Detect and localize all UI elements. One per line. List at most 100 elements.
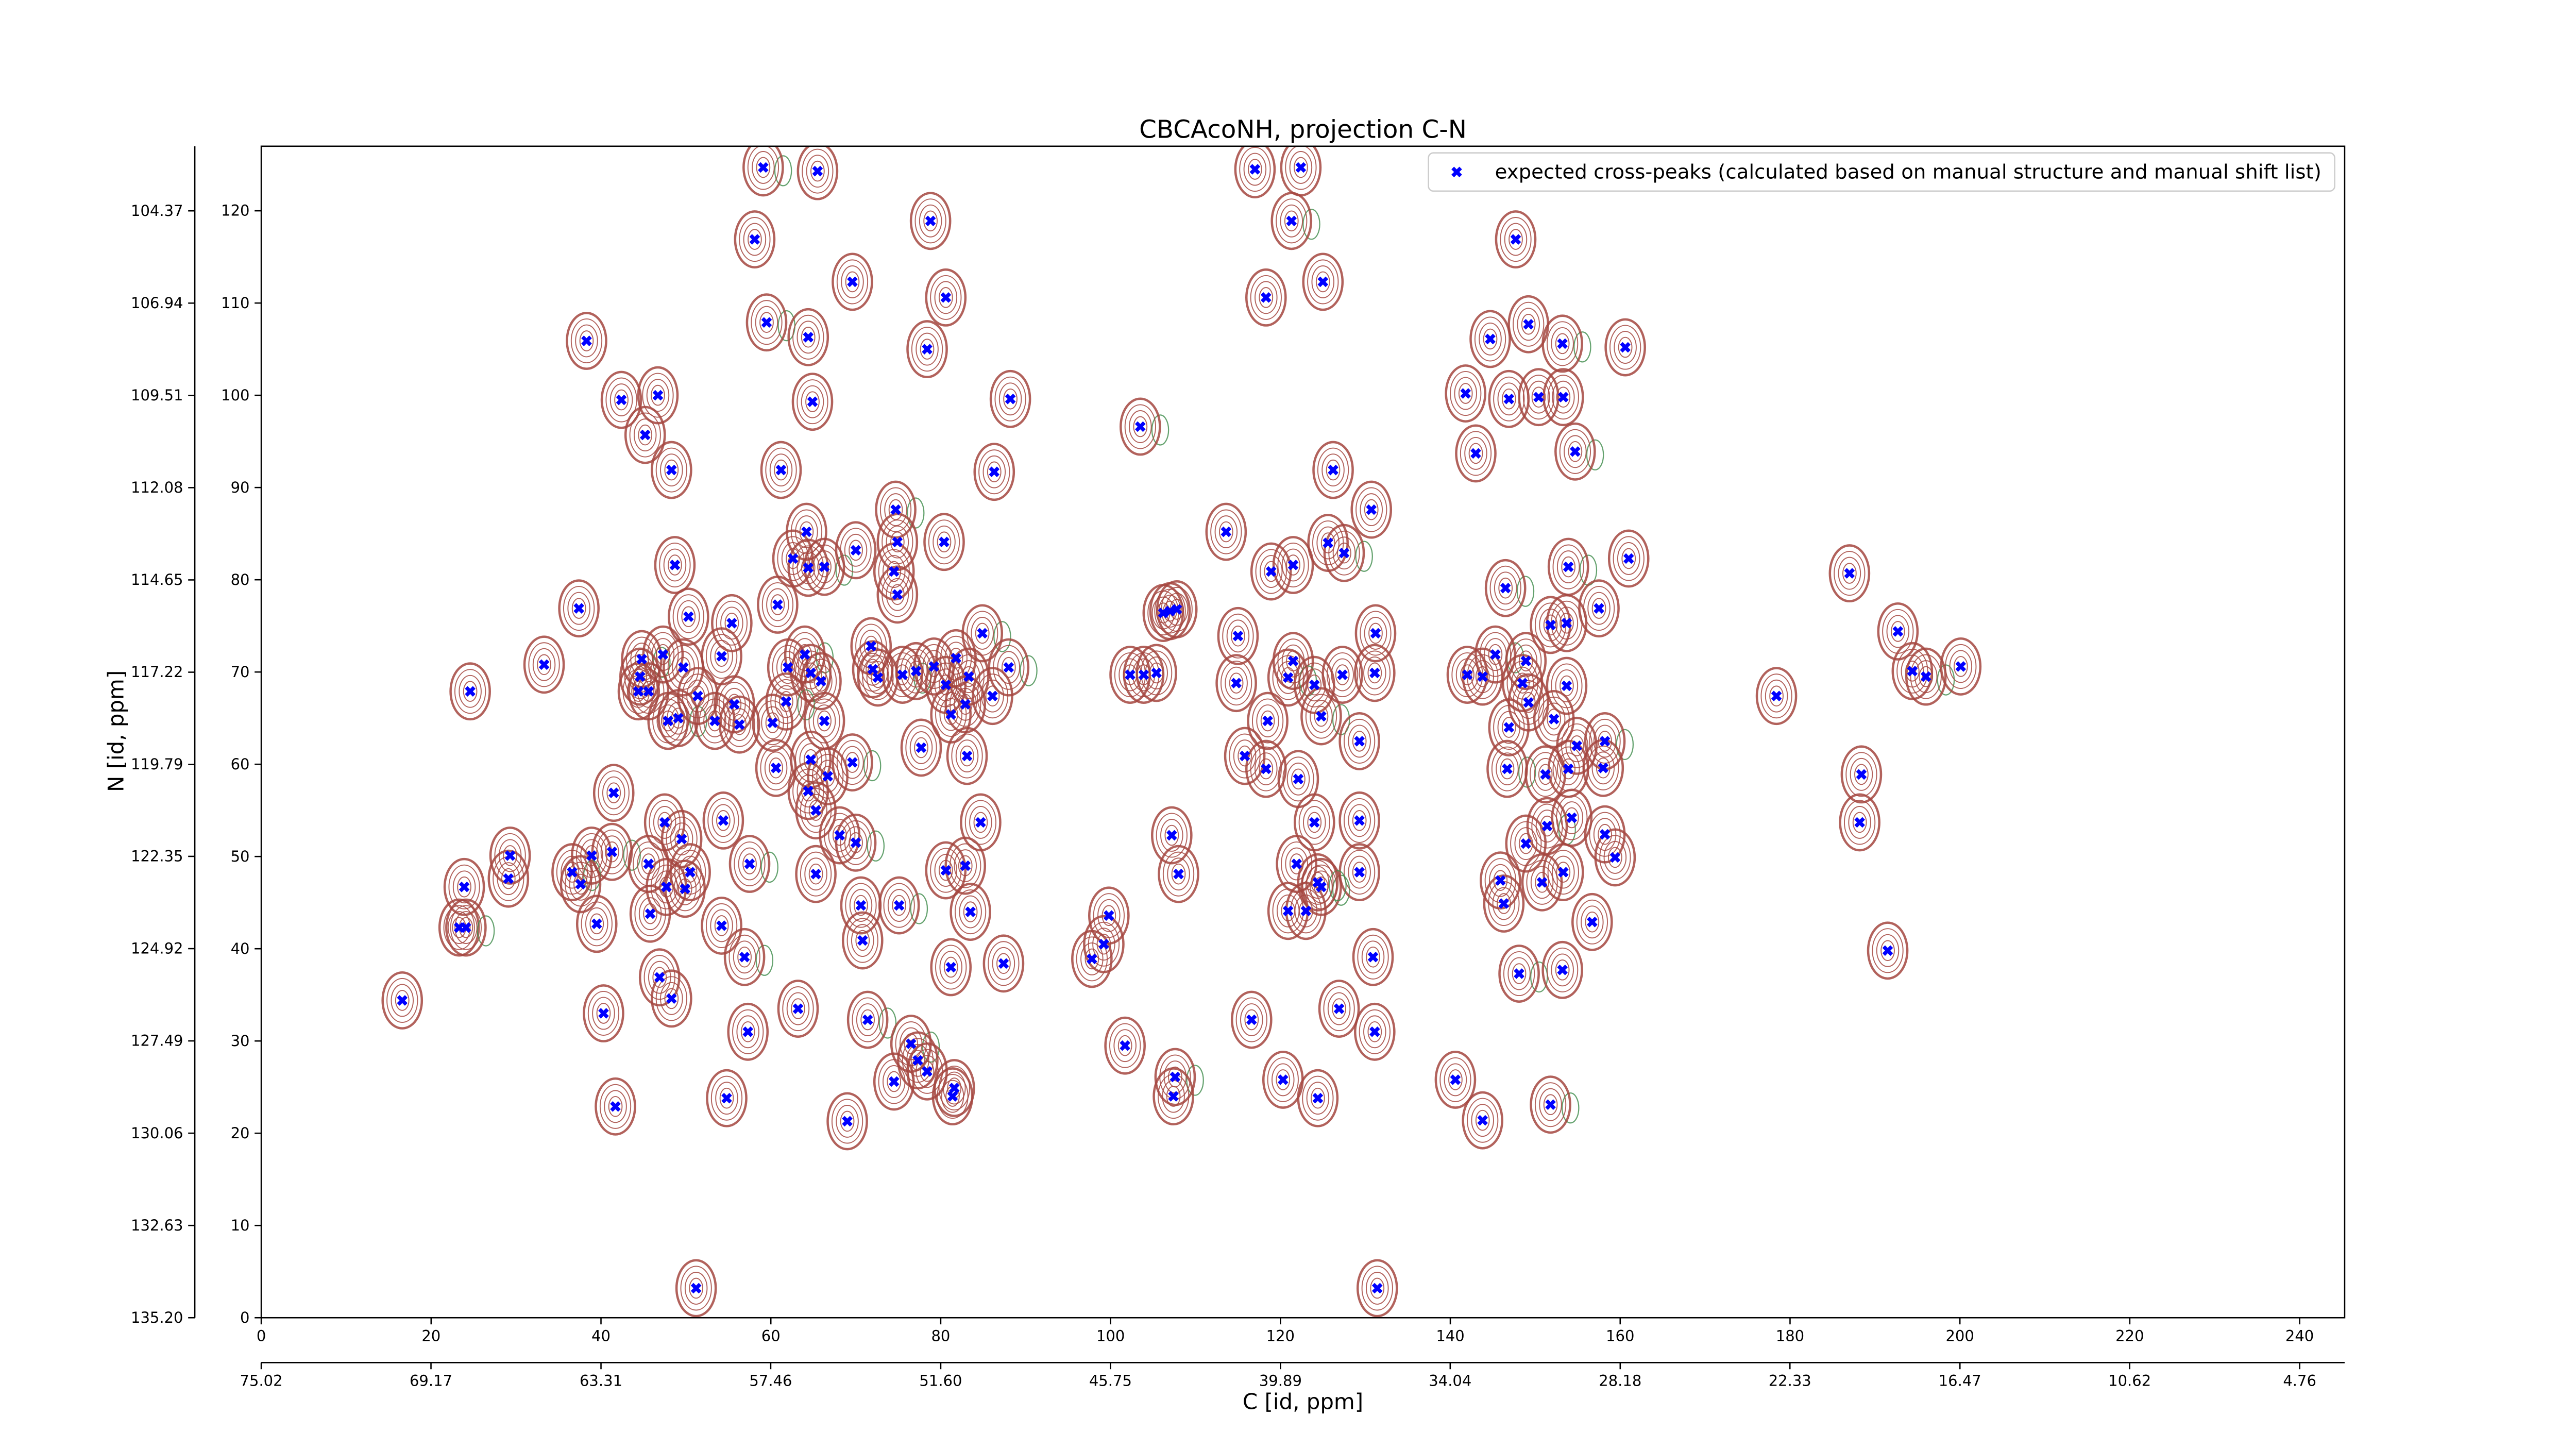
cross-peak bbox=[635, 671, 646, 682]
contour bbox=[675, 1259, 717, 1318]
contour bbox=[1539, 1088, 1562, 1121]
contour bbox=[1556, 386, 1571, 408]
contour bbox=[804, 857, 827, 891]
contour bbox=[638, 897, 662, 931]
cross-peak bbox=[922, 1066, 933, 1077]
contour bbox=[886, 578, 909, 611]
contour bbox=[1250, 275, 1282, 320]
contour bbox=[1890, 621, 1905, 642]
contour bbox=[1363, 656, 1386, 689]
contour-negative bbox=[993, 621, 1011, 652]
contour bbox=[1240, 1003, 1263, 1036]
contour bbox=[622, 669, 654, 714]
contour bbox=[1171, 863, 1186, 885]
contour bbox=[887, 1071, 902, 1092]
contour bbox=[592, 764, 635, 822]
contour bbox=[1551, 327, 1574, 360]
contour bbox=[571, 826, 613, 885]
contour bbox=[1332, 536, 1356, 570]
contour bbox=[673, 872, 697, 905]
contour bbox=[805, 659, 837, 704]
cross-peak bbox=[1265, 566, 1277, 577]
y2-tick-label: 109.51 bbox=[131, 386, 183, 404]
contour bbox=[1348, 724, 1371, 758]
legend-marker bbox=[1451, 166, 1462, 178]
contour bbox=[878, 876, 920, 935]
contour bbox=[1607, 847, 1622, 868]
cross-peak bbox=[1316, 711, 1327, 722]
contour bbox=[1276, 661, 1300, 694]
cross-peak bbox=[1540, 769, 1551, 780]
cross-peak bbox=[749, 234, 760, 245]
contour bbox=[1845, 752, 1877, 797]
contour bbox=[1356, 1259, 1398, 1318]
contour bbox=[1166, 1086, 1181, 1107]
contour bbox=[1321, 453, 1345, 487]
cross-peak bbox=[1282, 672, 1294, 683]
contour bbox=[386, 978, 418, 1023]
cross-peak bbox=[945, 962, 957, 973]
contour bbox=[1554, 422, 1596, 481]
cross-peak bbox=[1623, 553, 1634, 564]
contour bbox=[756, 700, 789, 746]
contour bbox=[854, 895, 868, 916]
cross-peak bbox=[573, 603, 584, 614]
cross-peak bbox=[847, 276, 858, 288]
contour bbox=[860, 1009, 875, 1031]
contour bbox=[879, 487, 912, 532]
contour bbox=[1156, 580, 1198, 638]
contour bbox=[796, 379, 828, 425]
cross-peak bbox=[925, 215, 936, 227]
cross-peak bbox=[857, 935, 868, 946]
contour bbox=[567, 592, 590, 625]
cross-peak bbox=[922, 344, 933, 355]
contour bbox=[1360, 493, 1383, 527]
contour bbox=[573, 873, 588, 895]
contour bbox=[792, 314, 824, 360]
cross-peak bbox=[1312, 1092, 1324, 1104]
contour bbox=[958, 694, 973, 715]
contour bbox=[852, 997, 884, 1042]
contour bbox=[1247, 692, 1289, 750]
contour bbox=[961, 604, 1004, 663]
contour bbox=[1113, 1029, 1137, 1063]
contour bbox=[1272, 1063, 1295, 1097]
contour bbox=[1603, 841, 1627, 874]
contour bbox=[808, 800, 823, 821]
contour bbox=[711, 804, 735, 837]
y2-tick-label: 117.22 bbox=[131, 663, 183, 681]
contour bbox=[727, 1002, 769, 1061]
cross-peak bbox=[1328, 464, 1338, 476]
contour bbox=[760, 441, 802, 499]
contour bbox=[682, 673, 714, 719]
cross-peak bbox=[1104, 910, 1114, 921]
contour bbox=[958, 855, 973, 877]
contour-negative bbox=[1573, 331, 1591, 363]
contour bbox=[801, 327, 816, 348]
contour bbox=[1850, 757, 1873, 791]
contour-negative bbox=[835, 554, 854, 586]
cross-peak bbox=[1221, 526, 1232, 537]
y2-tick-label: 132.63 bbox=[131, 1217, 183, 1234]
y-tick-label: 80 bbox=[231, 571, 250, 588]
contour bbox=[609, 383, 633, 416]
contour bbox=[800, 851, 832, 897]
contour bbox=[1297, 853, 1339, 912]
cross-peak bbox=[1317, 276, 1329, 288]
contour bbox=[1568, 441, 1583, 462]
contour bbox=[532, 648, 556, 681]
contour bbox=[752, 694, 793, 752]
contour bbox=[1327, 992, 1351, 1025]
cross-peak bbox=[1282, 905, 1294, 917]
cross-peak bbox=[782, 662, 793, 673]
cross-peak bbox=[787, 553, 799, 564]
cross-peak bbox=[685, 867, 696, 878]
contour bbox=[459, 675, 482, 708]
cross-peak bbox=[1892, 626, 1904, 637]
cross-peak bbox=[1609, 852, 1621, 863]
contour bbox=[1149, 662, 1164, 684]
contour bbox=[795, 650, 827, 696]
contour bbox=[1348, 855, 1371, 889]
y-tick-label: 60 bbox=[231, 755, 250, 773]
contour bbox=[583, 984, 624, 1042]
